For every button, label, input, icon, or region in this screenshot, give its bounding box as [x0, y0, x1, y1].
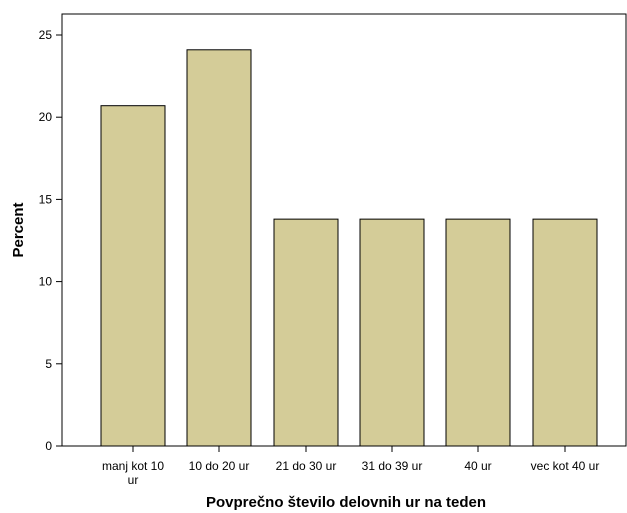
plot-area-frame	[61, 13, 627, 447]
x-tick-label: 21 do 30 ur	[276, 459, 337, 473]
x-tick-label-line: 21 do 30 ur	[276, 459, 337, 473]
y-tick-label: 25	[39, 28, 53, 42]
bar	[100, 105, 166, 447]
y-tick-label: 10	[39, 275, 53, 289]
bar	[445, 218, 511, 447]
bars	[100, 49, 598, 447]
y-axis-title: Percent	[10, 202, 27, 257]
x-tick-label-line: vec kot 40 ur	[531, 459, 600, 473]
bar	[359, 218, 425, 447]
x-axis-title: Povprečno število delovnih ur na teden	[206, 494, 486, 511]
x-tick-label: 10 do 20 ur	[189, 459, 250, 473]
y-tick-label: 0	[45, 439, 52, 453]
y-axis: 0 5 10 15 20 25	[39, 28, 62, 453]
bar	[273, 218, 339, 447]
y-tick-label: 15	[39, 192, 53, 206]
x-tick-label: vec kot 40 ur	[531, 459, 600, 473]
x-axis: manj kot 10 ur 10 do 20 ur 21 do 30 ur 31 do…	[102, 446, 599, 487]
y-tick-label: 20	[39, 110, 53, 124]
x-tick-label: 31 do 39 ur	[362, 459, 423, 473]
x-tick-label: manj kot 10 ur	[102, 459, 164, 487]
x-tick-label-line: 40 ur	[464, 459, 491, 473]
x-tick-label-line: manj kot 10	[102, 459, 164, 473]
x-tick-label: 40 ur	[464, 459, 491, 473]
x-tick-label-line: 10 do 20 ur	[189, 459, 250, 473]
y-tick-label: 5	[45, 357, 52, 371]
x-tick-label-line: ur	[128, 473, 139, 487]
x-tick-label-line: 31 do 39 ur	[362, 459, 423, 473]
bar	[186, 49, 252, 447]
bar	[532, 218, 598, 447]
